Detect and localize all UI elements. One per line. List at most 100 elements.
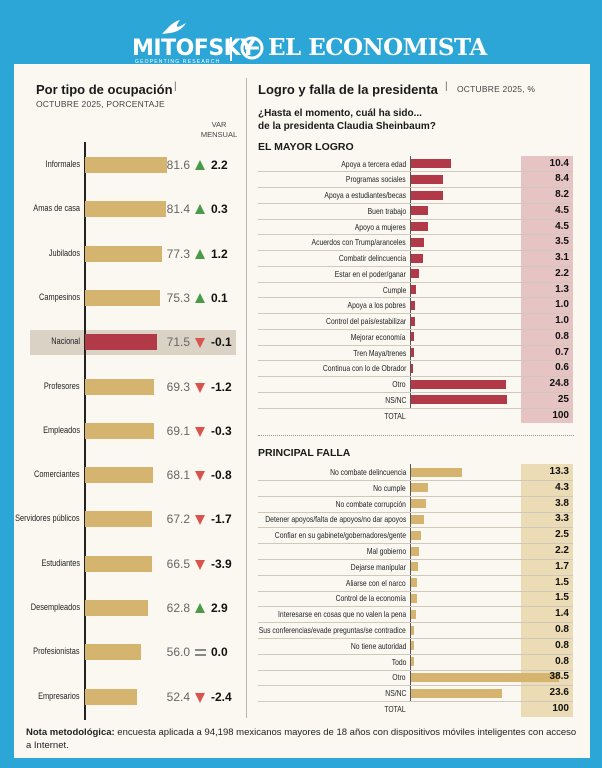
category-label: Informales — [45, 159, 80, 169]
change-label: 0.1 — [211, 290, 228, 305]
bar — [411, 222, 429, 231]
value-label: 69.3 — [166, 379, 190, 394]
left-subtitle: OCTUBRE 2025, PORCENTAJE — [36, 99, 165, 109]
value-label: 0.8 — [555, 624, 569, 635]
bar — [85, 422, 155, 439]
mitofsky-logo: MITOFSKY — [132, 36, 256, 61]
category-label: No combate corrupción — [335, 498, 406, 509]
category-label: Todo — [391, 656, 406, 667]
category-label: Control de la economía — [335, 593, 406, 604]
change-label: -3.9 — [211, 556, 232, 571]
arrow-down-icon — [195, 559, 205, 570]
value-label: 77.3 — [166, 246, 190, 261]
value-label: 81.4 — [166, 202, 190, 217]
row-separator — [258, 234, 573, 236]
category-label: Aliarse con el narco — [346, 577, 406, 588]
right-subtitle: OCTUBRE 2025, % — [457, 84, 536, 94]
value-label: 2.5 — [555, 529, 569, 541]
row-separator — [258, 265, 573, 267]
bar — [411, 593, 417, 603]
bar — [411, 483, 428, 493]
change-label: 1.2 — [211, 246, 228, 261]
category-label: Profesionistas — [33, 646, 80, 657]
row-separator — [258, 407, 573, 409]
value-label: 1.3 — [555, 283, 569, 295]
row-separator — [258, 376, 573, 378]
row-separator — [258, 391, 573, 393]
note-text: encuesta aplicada a 94,198 mexicanos may… — [26, 727, 577, 751]
value-label: 67.2 — [166, 512, 190, 527]
panel-divider — [246, 78, 247, 718]
bar — [411, 190, 443, 200]
value-label: 56.0 — [166, 645, 190, 660]
row-separator — [258, 669, 573, 671]
bar — [85, 245, 163, 262]
row-separator — [258, 527, 573, 529]
arrow-down-icon — [195, 382, 205, 393]
total-value: 100 — [552, 703, 569, 714]
arrow-up-icon — [195, 603, 205, 613]
value-label: 1.5 — [555, 576, 569, 588]
row-separator — [258, 558, 573, 560]
row-separator — [258, 622, 573, 624]
value-label: 8.2 — [555, 189, 569, 200]
bar — [85, 644, 141, 661]
el-economista-emblem-icon — [240, 36, 264, 60]
arrow-up-icon — [195, 204, 205, 215]
change-label: 2.2 — [211, 158, 228, 172]
category-label: Cumple — [382, 284, 406, 295]
methodology-note: Nota metodológica: encuesta aplicada a 9… — [26, 726, 582, 752]
category-axis — [84, 142, 86, 720]
value-label: 62.8 — [166, 601, 190, 615]
category-label: Combatir delincuencia — [338, 253, 406, 263]
value-label: 2.2 — [555, 267, 569, 279]
bar — [85, 555, 152, 572]
change-label: -2.4 — [211, 689, 232, 704]
category-label: Profesores — [44, 380, 80, 391]
section-separator — [258, 435, 574, 436]
value-label: 38.5 — [549, 671, 569, 683]
bar — [411, 379, 507, 389]
equal-icon — [195, 649, 206, 652]
value-label: 0.8 — [555, 639, 569, 651]
category-label: No tiene autoridad — [350, 640, 406, 651]
bar — [411, 363, 414, 373]
value-label: 0.7 — [555, 346, 569, 358]
bar — [85, 157, 167, 173]
category-label: Interesarse en cosas que no valen la pen… — [277, 609, 406, 620]
el-economista-logo: EL ECONOMISTA — [268, 34, 487, 61]
category-label: Servidores públicos — [15, 513, 80, 524]
bird-icon — [162, 20, 186, 34]
bar — [411, 395, 508, 405]
bar — [411, 174, 444, 184]
bar — [411, 237, 425, 247]
category-label: Apoya a tercera edad — [340, 158, 406, 169]
bar — [85, 688, 138, 705]
value-label: 8.4 — [555, 173, 569, 185]
value-label: 81.6 — [166, 158, 190, 172]
category-label: Apoya a los pobres — [347, 300, 406, 311]
title-divider: | — [174, 81, 177, 92]
bar — [411, 206, 429, 216]
category-label: Mal gobierno — [366, 546, 406, 556]
right-title: Logro y falla de la presidenta — [258, 82, 438, 97]
row-separator — [258, 590, 573, 592]
row-separator — [258, 218, 573, 220]
row-separator — [258, 495, 573, 497]
value-label: 52.4 — [166, 689, 190, 704]
bar — [411, 530, 421, 540]
bar — [411, 657, 415, 667]
bar — [411, 688, 502, 698]
header-logos: MITOFSKY GEOPENTING RESEARCH EL ECONOMIS… — [0, 0, 602, 65]
value-label: 3.3 — [555, 513, 569, 525]
bar — [411, 467, 463, 477]
category-label: Confiar en su gabinete/gobernadores/gent… — [274, 530, 406, 541]
falla-section-title: PRINCIPAL FALLA — [258, 447, 351, 459]
row-separator — [258, 202, 573, 204]
value-label: 3.1 — [555, 252, 569, 263]
value-label: 66.5 — [166, 556, 190, 571]
category-label: Campesinos — [38, 291, 80, 302]
value-label: 71.5 — [166, 335, 190, 350]
category-label: Dejarse manipular — [350, 561, 406, 572]
category-label: Empleados — [43, 424, 80, 435]
